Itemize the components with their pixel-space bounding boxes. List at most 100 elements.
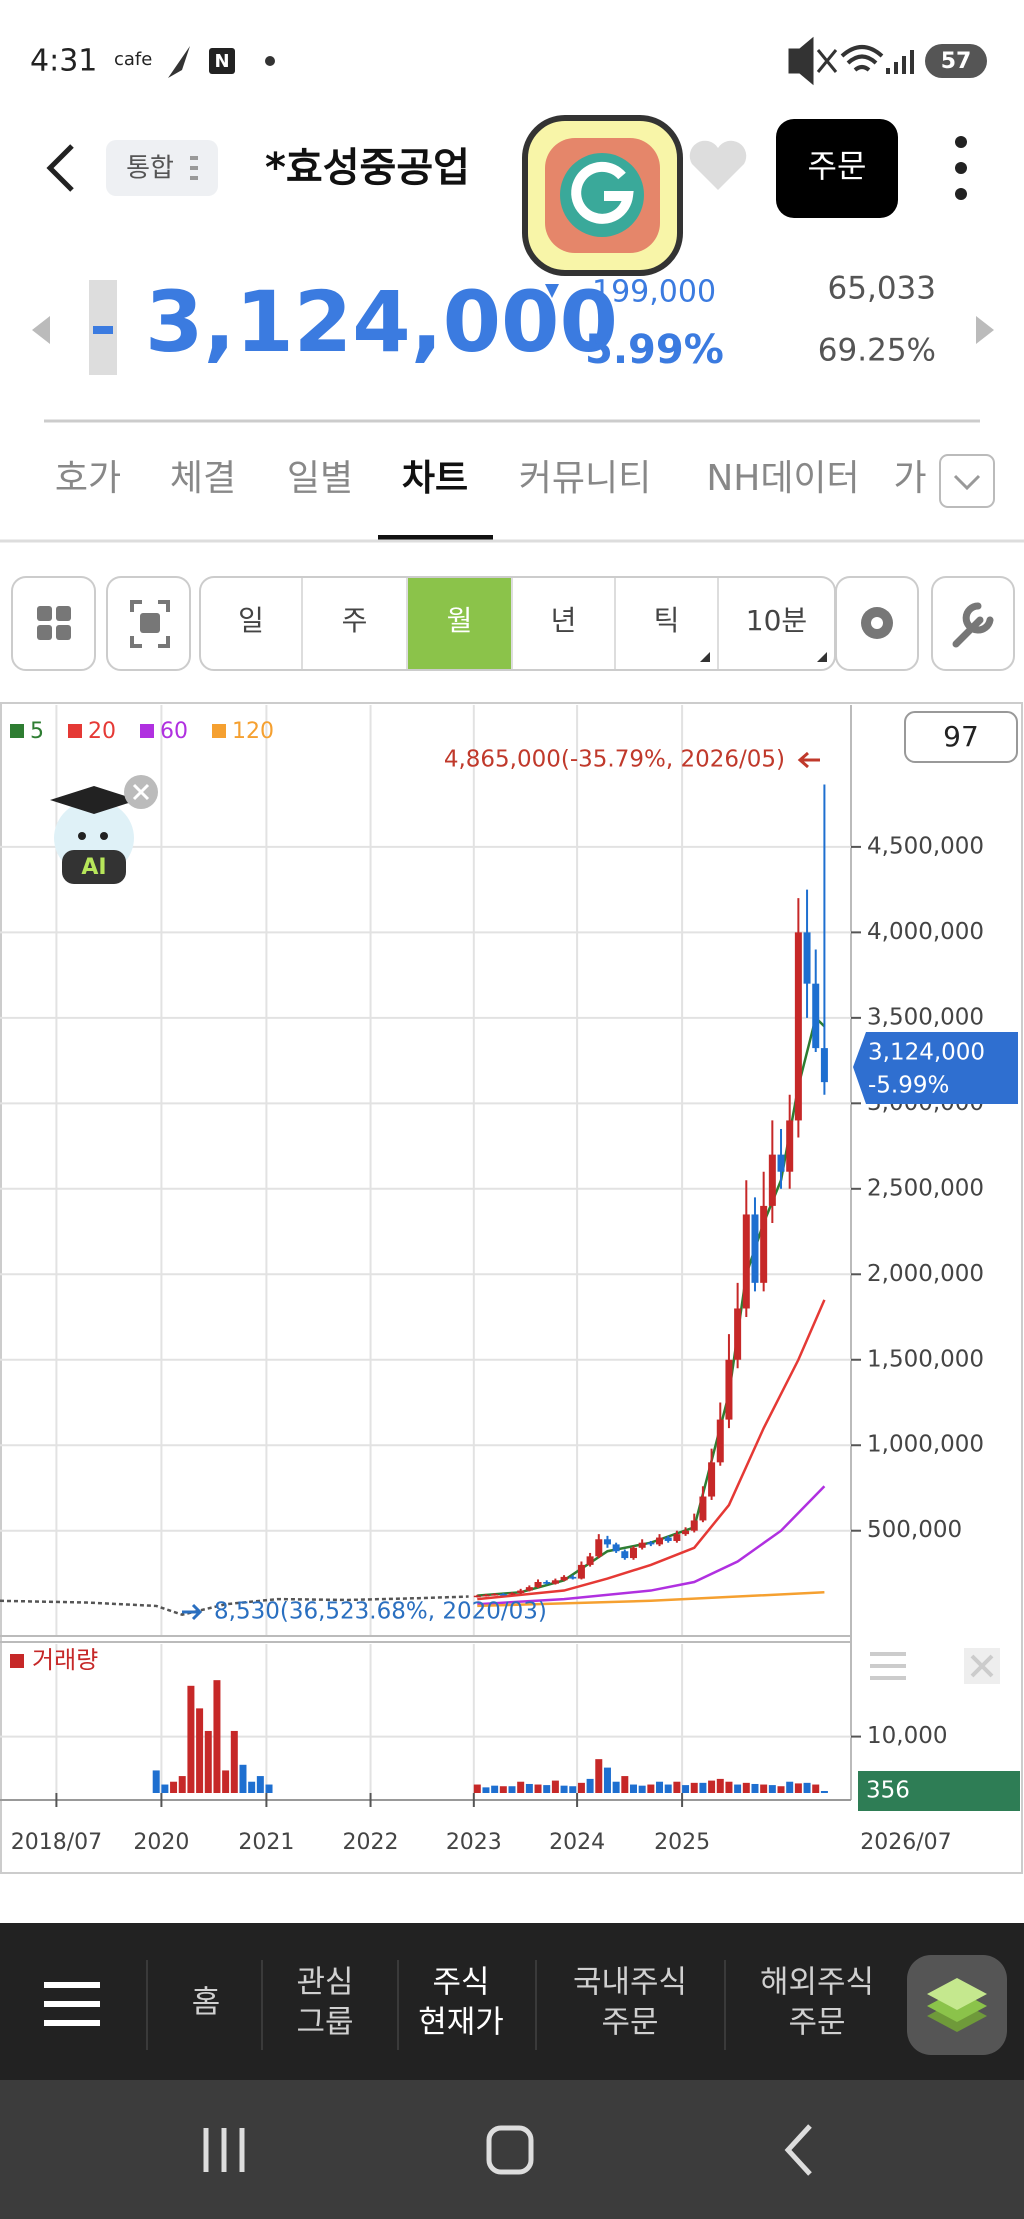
volume-bar [482,1787,490,1793]
period-dropdown-mark [817,652,827,662]
nav-item[interactable]: 해외주식 [760,1965,874,2001]
candle-body [603,1539,611,1545]
period-selector [199,576,836,671]
volume-bar [690,1782,698,1793]
volume-bar [213,1680,221,1793]
volume-bar [664,1784,672,1793]
back-nav-button[interactable] [784,2124,812,2176]
tab[interactable]: 커뮤니티 [519,458,651,499]
y-tick-label: 2,000,000 [867,1261,984,1287]
tab[interactable]: 호가 [55,458,121,499]
nav-item[interactable]: 현재가 [418,2005,504,2041]
x-tick-label: 2020 [133,1830,189,1855]
tab[interactable]: 체결 [170,458,236,499]
volume-bar [265,1784,273,1793]
count-label[interactable]: 97 [943,720,979,753]
tab[interactable]: 가 [893,458,926,499]
prev-stock[interactable] [32,316,50,344]
nav-item[interactable]: 주문 [601,2005,658,2041]
layout-icon [37,625,52,640]
next-stock[interactable] [976,316,994,344]
pane-menu[interactable] [870,1652,906,1680]
tab[interactable]: NH데이터 [706,458,859,499]
menu-button[interactable] [44,1982,100,2026]
menu-dot[interactable] [955,162,967,174]
period-option[interactable]: 주 [342,604,368,637]
tab-dropdown-chevron [953,474,981,491]
volume-bar [161,1784,169,1793]
y-tick-label: 4,000,000 [867,919,984,945]
y-tick-label: 1,000,000 [867,1432,984,1458]
ai-badge[interactable]: AI [81,855,106,880]
signal-icon [886,50,914,74]
current-price-tag [853,1032,1018,1104]
ai-close-x [132,783,150,801]
down-arrow [545,284,559,298]
menu-dot[interactable] [955,136,967,148]
ai-eye [100,832,108,840]
nav-item[interactable]: 주문 [788,2005,845,2041]
period-option[interactable]: 일 [238,604,264,637]
volume-bar [682,1785,690,1793]
moving-average [477,1591,825,1608]
badge[interactable]: 통합 [126,154,174,184]
volume-bar [586,1778,594,1793]
ai-hat [50,786,138,814]
volume-bar [187,1685,195,1793]
layout-button[interactable] [11,576,96,671]
legend-label: 20 [88,719,116,744]
volume-bar [534,1784,542,1793]
volume-title: 거래량 [32,1646,98,1674]
volume-bar [603,1767,611,1793]
candle-body [777,1154,785,1172]
menu-dot[interactable] [955,188,967,200]
candle-body [508,1593,516,1595]
candle-body [734,1308,742,1360]
chart-frame [0,702,1023,1874]
back-button[interactable] [46,144,74,192]
volume-tick-label: 10,000 [867,1723,947,1749]
tab[interactable]: 일별 [287,458,353,499]
ai-badge-box [62,850,126,884]
wifi-icon [840,45,884,72]
mute-icon [788,36,838,86]
candle-body [629,1547,637,1559]
home-button[interactable] [486,2125,534,2175]
recents-button[interactable] [203,2128,245,2172]
period-option[interactable]: 월 [447,604,473,637]
candle-body [656,1537,664,1545]
candle-body [751,1214,759,1283]
candle-body [612,1544,620,1552]
nav-item[interactable]: 주식 [432,1965,489,2001]
count-box[interactable] [904,711,1018,763]
favorite-button[interactable] [689,140,747,190]
period-option[interactable]: 틱 [654,604,680,637]
volume-bar [230,1730,238,1793]
nav-item[interactable]: 국내주식 [573,1965,687,2001]
volume-bar [794,1783,802,1793]
period-dropdown-mark [700,652,710,662]
order-button-box[interactable] [776,119,898,218]
tabs: 호가 체결 일별 차트 커뮤니티 NH데이터 가 [55,458,927,499]
period-option[interactable]: 년 [551,604,577,637]
volume-bar [742,1782,750,1793]
period-option[interactable]: 10분 [746,604,807,637]
badge-box[interactable] [106,140,218,196]
tab[interactable]: 차트 [402,458,468,499]
volume-bar [820,1790,828,1793]
nav-item[interactable]: 그룹 [296,2005,353,2041]
min-arrow [182,1603,203,1621]
tab-dropdown[interactable] [939,454,995,508]
candle-body [716,1419,724,1463]
nav-item[interactable]: 관심 [296,1965,353,2001]
volume-bar [725,1781,733,1793]
volume-bar [734,1784,742,1793]
volume-bar [803,1782,811,1793]
volume-bar [638,1785,646,1793]
volume-bar [777,1786,785,1793]
volume-bar [248,1781,256,1793]
order-button[interactable]: 주문 [808,147,867,185]
volume-bar [768,1785,776,1793]
nav-item[interactable]: 홈 [192,1985,221,2021]
